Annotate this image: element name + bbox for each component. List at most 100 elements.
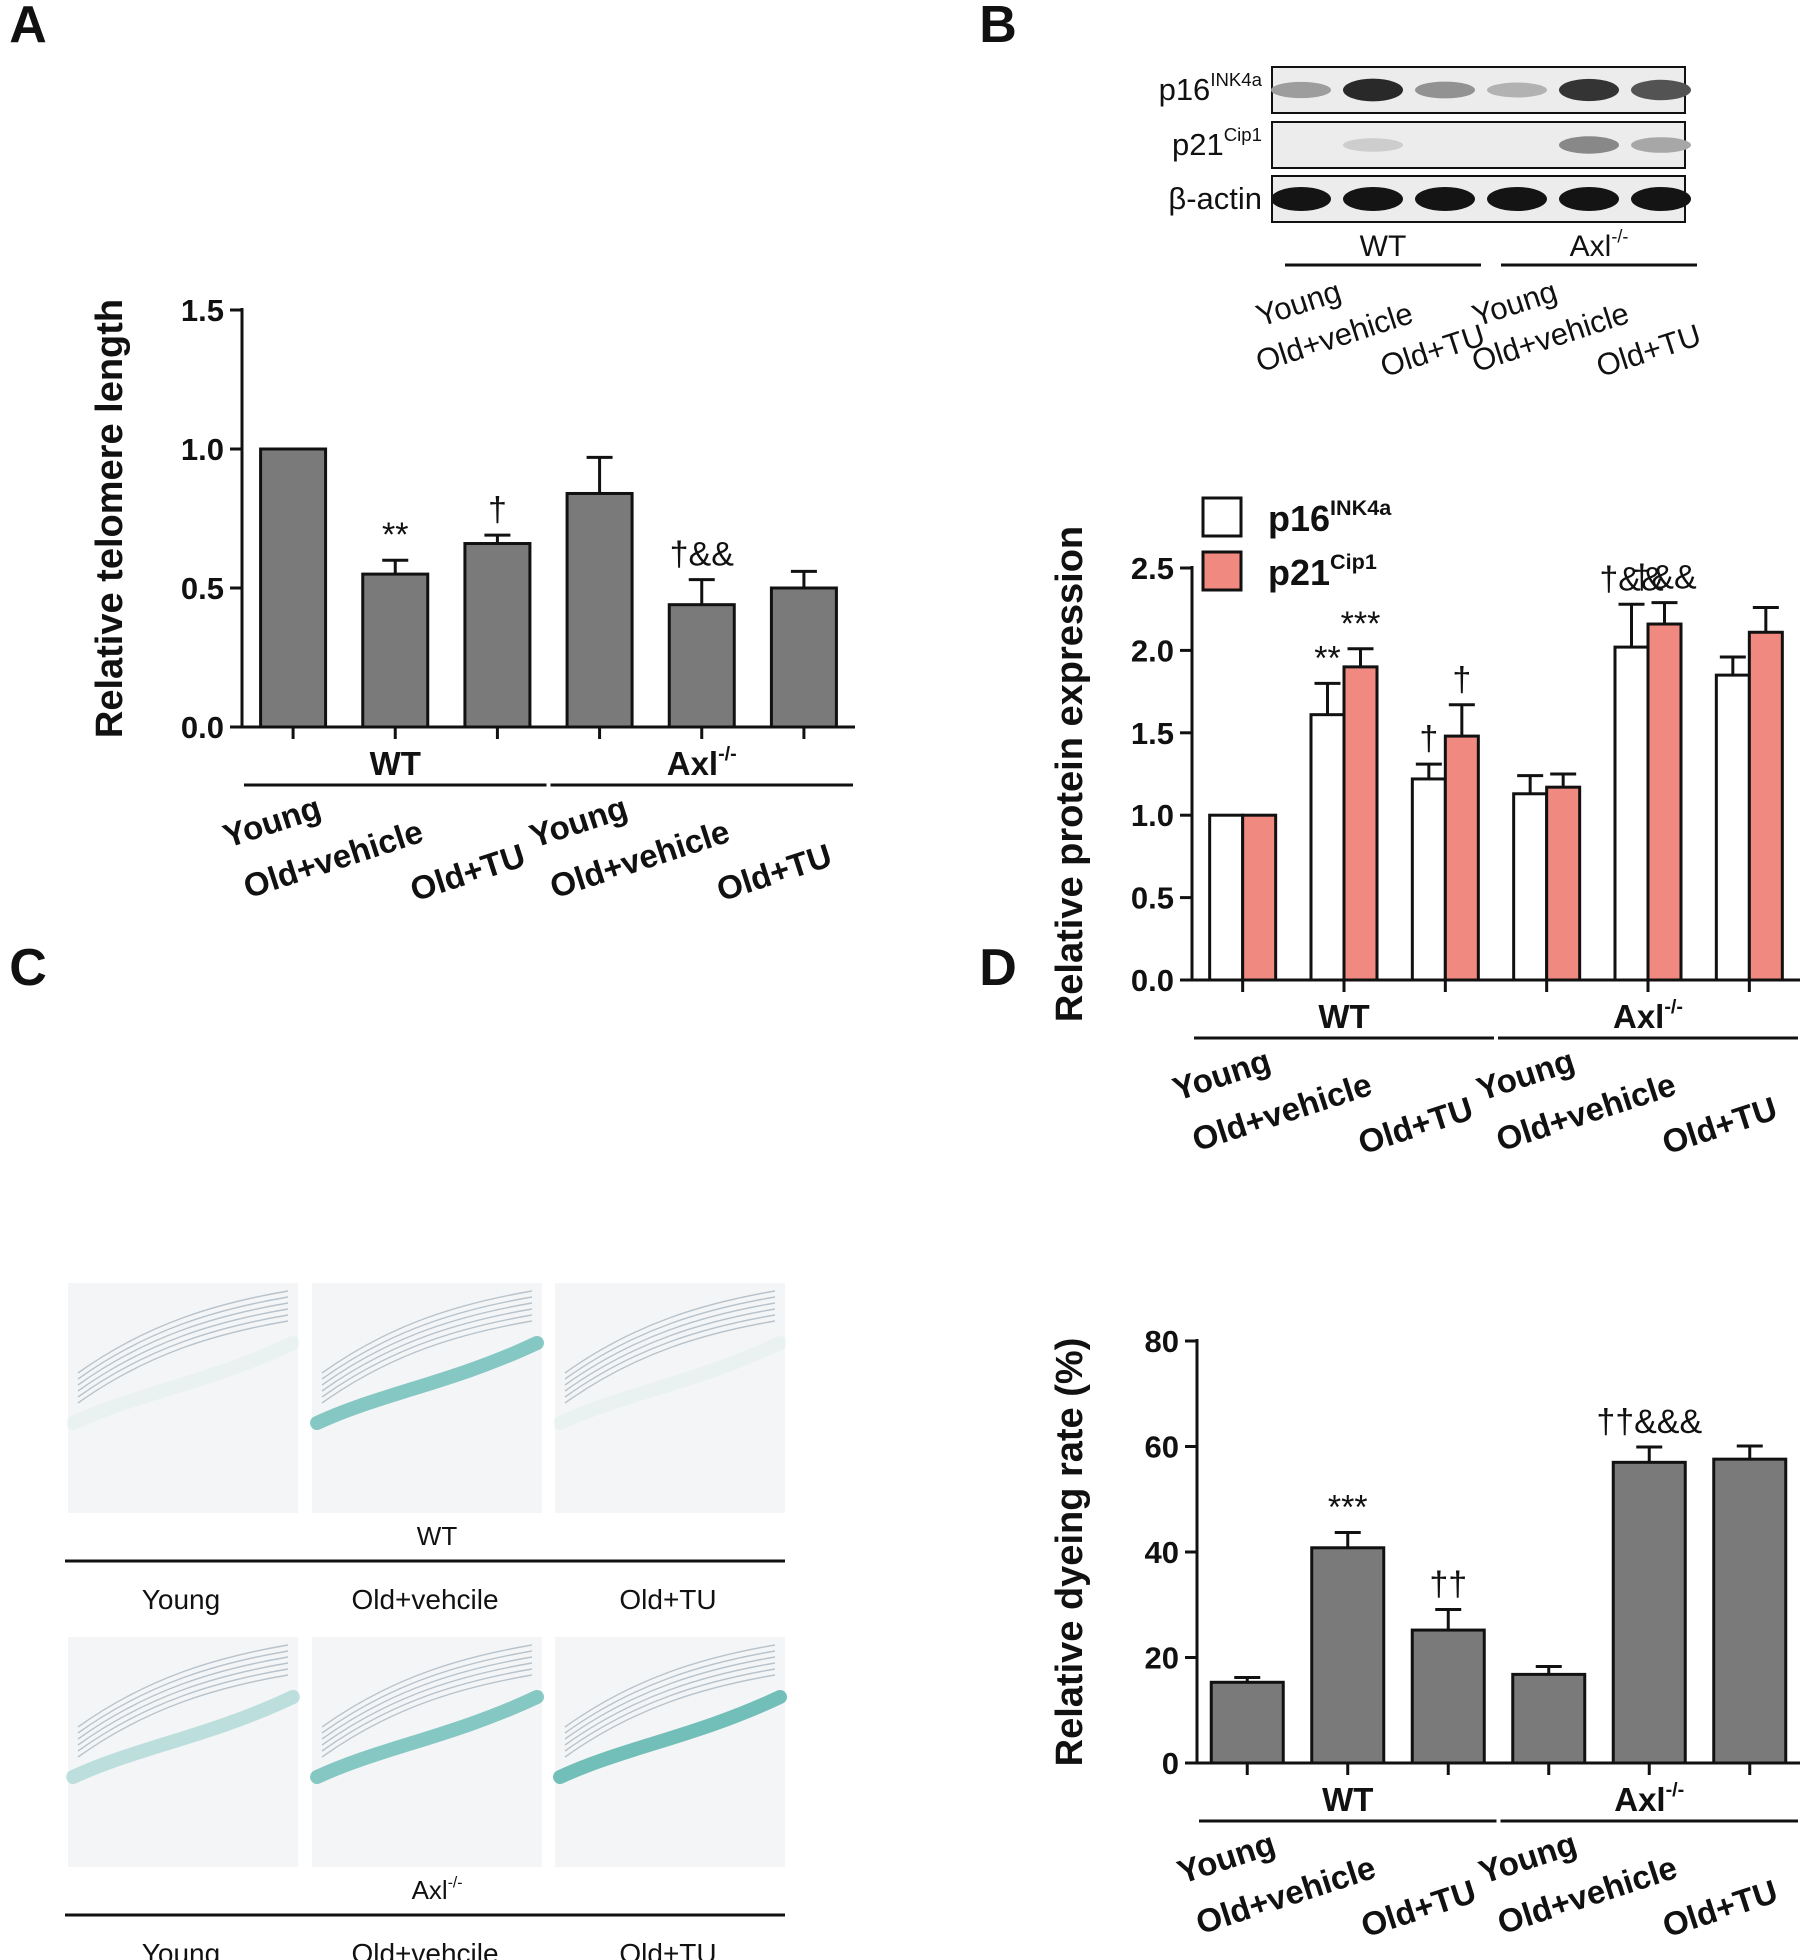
bar [1714, 673, 1751, 982]
blot-band [1343, 78, 1403, 102]
y-tick-label: 1.5 [181, 293, 224, 328]
category-label: Young [1472, 1041, 1579, 1107]
tissue-fiber [564, 1674, 776, 1758]
significance-mark: ††&&& [1596, 1403, 1702, 1441]
bar [1512, 792, 1549, 982]
y-tick-label: 1.0 [1131, 798, 1174, 833]
tissue-fiber [77, 1662, 289, 1746]
significance-mark: †&& [1599, 560, 1664, 598]
panel-b-protein-chart: 0.0 0.5 1.0 1.5 2.0 2.5 Relative protein expre… [1049, 495, 1800, 1161]
tissue-fiber [77, 1650, 289, 1734]
sa-beta-gal-stain [310, 1336, 544, 1430]
y-tick-label: 0.5 [1131, 881, 1174, 916]
blot-band [1487, 82, 1547, 98]
histology-caption: Old+TU [619, 1938, 716, 1960]
bar [259, 447, 328, 729]
tissue-fiber [321, 1296, 533, 1380]
y-tick-label: 80 [1145, 1324, 1179, 1359]
tissue-fiber [564, 1650, 776, 1734]
bar [1747, 630, 1784, 982]
blot-strip [1271, 66, 1686, 114]
blot-band [1271, 81, 1331, 99]
blot-group-label: Axl-/- [1570, 227, 1629, 264]
panel-a-telomere-chart: 0.0 0.5 1.0 1.5 Relative telomere length ** † †… [89, 293, 855, 908]
histology-caption: Young [142, 1584, 220, 1615]
blot-band [1271, 187, 1331, 211]
blot-group-label: WT [1360, 230, 1407, 263]
legend-label-sup: Cip1 [1330, 549, 1377, 574]
y-tick-label: 0.0 [1131, 963, 1174, 998]
tissue-fiber [564, 1308, 776, 1392]
bar [1611, 1460, 1687, 1765]
bar [1342, 665, 1379, 982]
blot-strip [1271, 175, 1686, 223]
bar [463, 542, 532, 729]
group-label-sup: -/- [1666, 1779, 1685, 1801]
tissue-fiber [321, 1650, 533, 1734]
group-label: Axl-/- [1614, 1779, 1684, 1818]
significance-mark: † [1419, 720, 1438, 758]
blot-strip [1271, 121, 1686, 169]
panel-d-dyeing-chart: 0 20 40 60 80 Relative dyeing rate (%) *** †† ††… [1049, 1324, 1800, 1944]
category-label: Young [1173, 1824, 1280, 1890]
tissue-fiber [321, 1668, 533, 1752]
sa-beta-gal-stain [66, 1690, 300, 1784]
significance-mark: *** [1328, 1488, 1368, 1526]
category-label: Young [1168, 1041, 1275, 1107]
tissue-fiber [77, 1668, 289, 1752]
panel-label-b: B [979, 0, 1017, 54]
tissue-fiber [77, 1302, 289, 1386]
bar [1310, 1546, 1386, 1765]
bar [1613, 645, 1650, 982]
tissue-fiber [77, 1656, 289, 1740]
tissue-fiber [564, 1320, 776, 1404]
legend-label: p16INK4a [1268, 495, 1392, 539]
tissue-fiber [77, 1296, 289, 1380]
tissue-fiber [321, 1290, 533, 1374]
blot-band [1559, 136, 1619, 154]
tissue-fiber [564, 1662, 776, 1746]
category-label: Young [219, 788, 326, 854]
blot-band [1415, 81, 1475, 99]
bar [1712, 1457, 1788, 1765]
group-label: WT [1318, 998, 1369, 1035]
blot-band [1487, 187, 1547, 211]
blot-row-label: β-actin [1168, 181, 1262, 216]
bar [769, 586, 838, 729]
category-label: Young [1474, 1824, 1581, 1890]
blot-group-label-sup: -/- [1611, 227, 1628, 247]
significance-mark: †&& [670, 536, 735, 574]
tissue-fiber [77, 1644, 289, 1728]
tissue-fiber [564, 1290, 776, 1374]
tissue-fiber [77, 1290, 289, 1374]
tissue-fiber [77, 1320, 289, 1404]
y-axis-label: Relative telomere length [89, 299, 131, 738]
tissue-fiber [77, 1674, 289, 1758]
panel-c-histology: WT Young Old+vehcile Old+TU Axl-/- Young Old+v… [65, 1283, 787, 1960]
group-label: WT [370, 745, 421, 782]
y-tick-label: 2.0 [1131, 633, 1174, 668]
y-tick-label: 0.5 [181, 571, 224, 606]
tissue-fiber [564, 1314, 776, 1398]
tissue-fiber [321, 1656, 533, 1740]
tissue-image [68, 1637, 298, 1867]
legend-label: p21Cip1 [1268, 549, 1377, 593]
blot-band [1343, 138, 1403, 152]
histology-group-label: WT [417, 1521, 458, 1551]
bar [1511, 1672, 1587, 1765]
tissue-fiber [321, 1320, 533, 1404]
legend-label-sup: INK4a [1330, 495, 1392, 520]
blot-row-label-sup: INK4a [1210, 69, 1262, 90]
bar [1545, 785, 1582, 982]
tissue-image [312, 1637, 542, 1867]
group-label: Axl-/- [667, 743, 737, 782]
blot-row-label: p16INK4a [1159, 69, 1263, 107]
histology-caption: Old+vehcile [351, 1584, 498, 1615]
y-tick-label: 0.0 [181, 710, 224, 745]
legend-swatch [1201, 550, 1243, 592]
group-label-sup: -/- [1664, 996, 1683, 1018]
bar [361, 572, 430, 729]
tissue-fiber [321, 1644, 533, 1728]
